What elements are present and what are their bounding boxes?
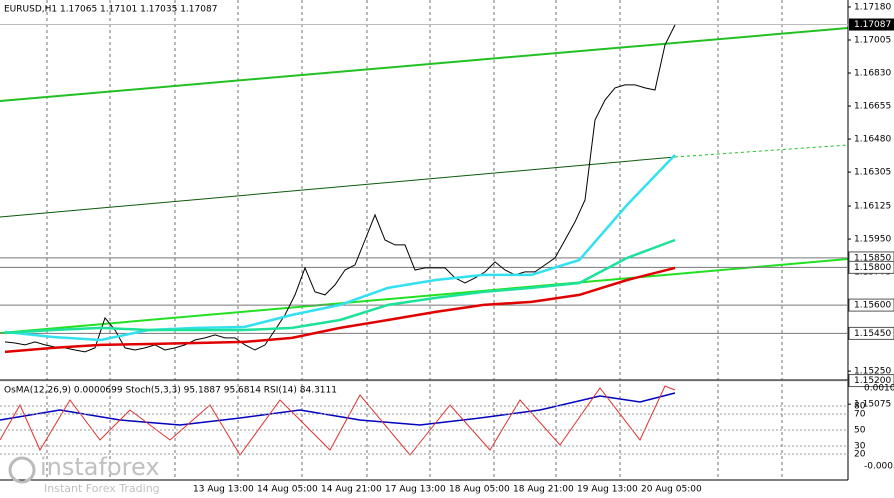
logo-name: instaforex bbox=[40, 453, 160, 481]
y-tick-label: 1.16125 bbox=[854, 202, 891, 212]
moving-average bbox=[4, 266, 676, 354]
y-tick-label: 1.15250 bbox=[854, 367, 891, 377]
channel bbox=[0, 27, 849, 334]
indicator-level-label: 70 bbox=[854, 410, 866, 420]
current-price-label: 1.17087 bbox=[854, 20, 891, 30]
x-tick-label: 18 Aug 05:00 bbox=[449, 485, 510, 495]
level-box bbox=[848, 298, 894, 312]
moving-average bbox=[4, 238, 676, 335]
y-tick-label: 1.16305 bbox=[854, 168, 891, 178]
x-tick-label: 13 Aug 13:00 bbox=[193, 485, 254, 495]
indicator-level-label: 20 bbox=[854, 450, 866, 460]
level-label: 1.15850 bbox=[854, 253, 891, 263]
y-tick-label: 1.16480 bbox=[854, 135, 891, 145]
indicator-level-label: 30 bbox=[854, 442, 866, 452]
indicator-lines bbox=[0, 385, 676, 456]
chart-title: EURUSD,H1 1.17065 1.17101 1.17035 1.1708… bbox=[4, 5, 217, 15]
x-tick-label: 14 Aug 05:00 bbox=[257, 485, 318, 495]
logo: instaforex Instant Forex Trading bbox=[8, 453, 160, 495]
indicator-title: OsMA(12,26,9) 0.0000699 Stoch(5,3,3) 95.… bbox=[4, 386, 337, 396]
level-label: 1.15800 bbox=[854, 263, 891, 273]
y-tick-label: 1.15950 bbox=[854, 235, 891, 245]
y-tick-label: 1.16830 bbox=[854, 69, 891, 79]
osma-tick-label: 0.001052 bbox=[864, 384, 894, 394]
level-box bbox=[848, 260, 894, 274]
level-label: 1.15600 bbox=[854, 301, 891, 311]
y-tick-label: 1.15075 bbox=[854, 400, 891, 410]
x-tick-label: 20 Aug 05:00 bbox=[641, 485, 702, 495]
moving-average bbox=[4, 154, 676, 342]
y-tick-label: 1.17005 bbox=[854, 36, 891, 46]
osma-tick-label: -0.000507 bbox=[864, 462, 894, 472]
logo-tagline: Instant Forex Trading bbox=[44, 482, 160, 495]
y-tick-label: 1.16655 bbox=[854, 102, 891, 112]
level-label: 1.15450 bbox=[854, 329, 891, 339]
current-price-box bbox=[849, 18, 894, 31]
x-tick-label: 14 Aug 21:00 bbox=[321, 485, 382, 495]
indicator-level-label: 80 bbox=[854, 402, 866, 412]
level-box bbox=[848, 374, 894, 388]
price-line bbox=[4, 24, 676, 353]
x-tick-label: 18 Aug 21:00 bbox=[513, 485, 574, 495]
y-tick-label: 1.17180 bbox=[854, 2, 891, 12]
indicator-level-label: 50 bbox=[854, 426, 866, 436]
x-tick-label: 19 Aug 13:00 bbox=[577, 485, 638, 495]
level-box bbox=[848, 326, 894, 340]
x-tick-label: 17 Aug 13:00 bbox=[385, 485, 446, 495]
level-label: 1.15200 bbox=[854, 376, 891, 386]
